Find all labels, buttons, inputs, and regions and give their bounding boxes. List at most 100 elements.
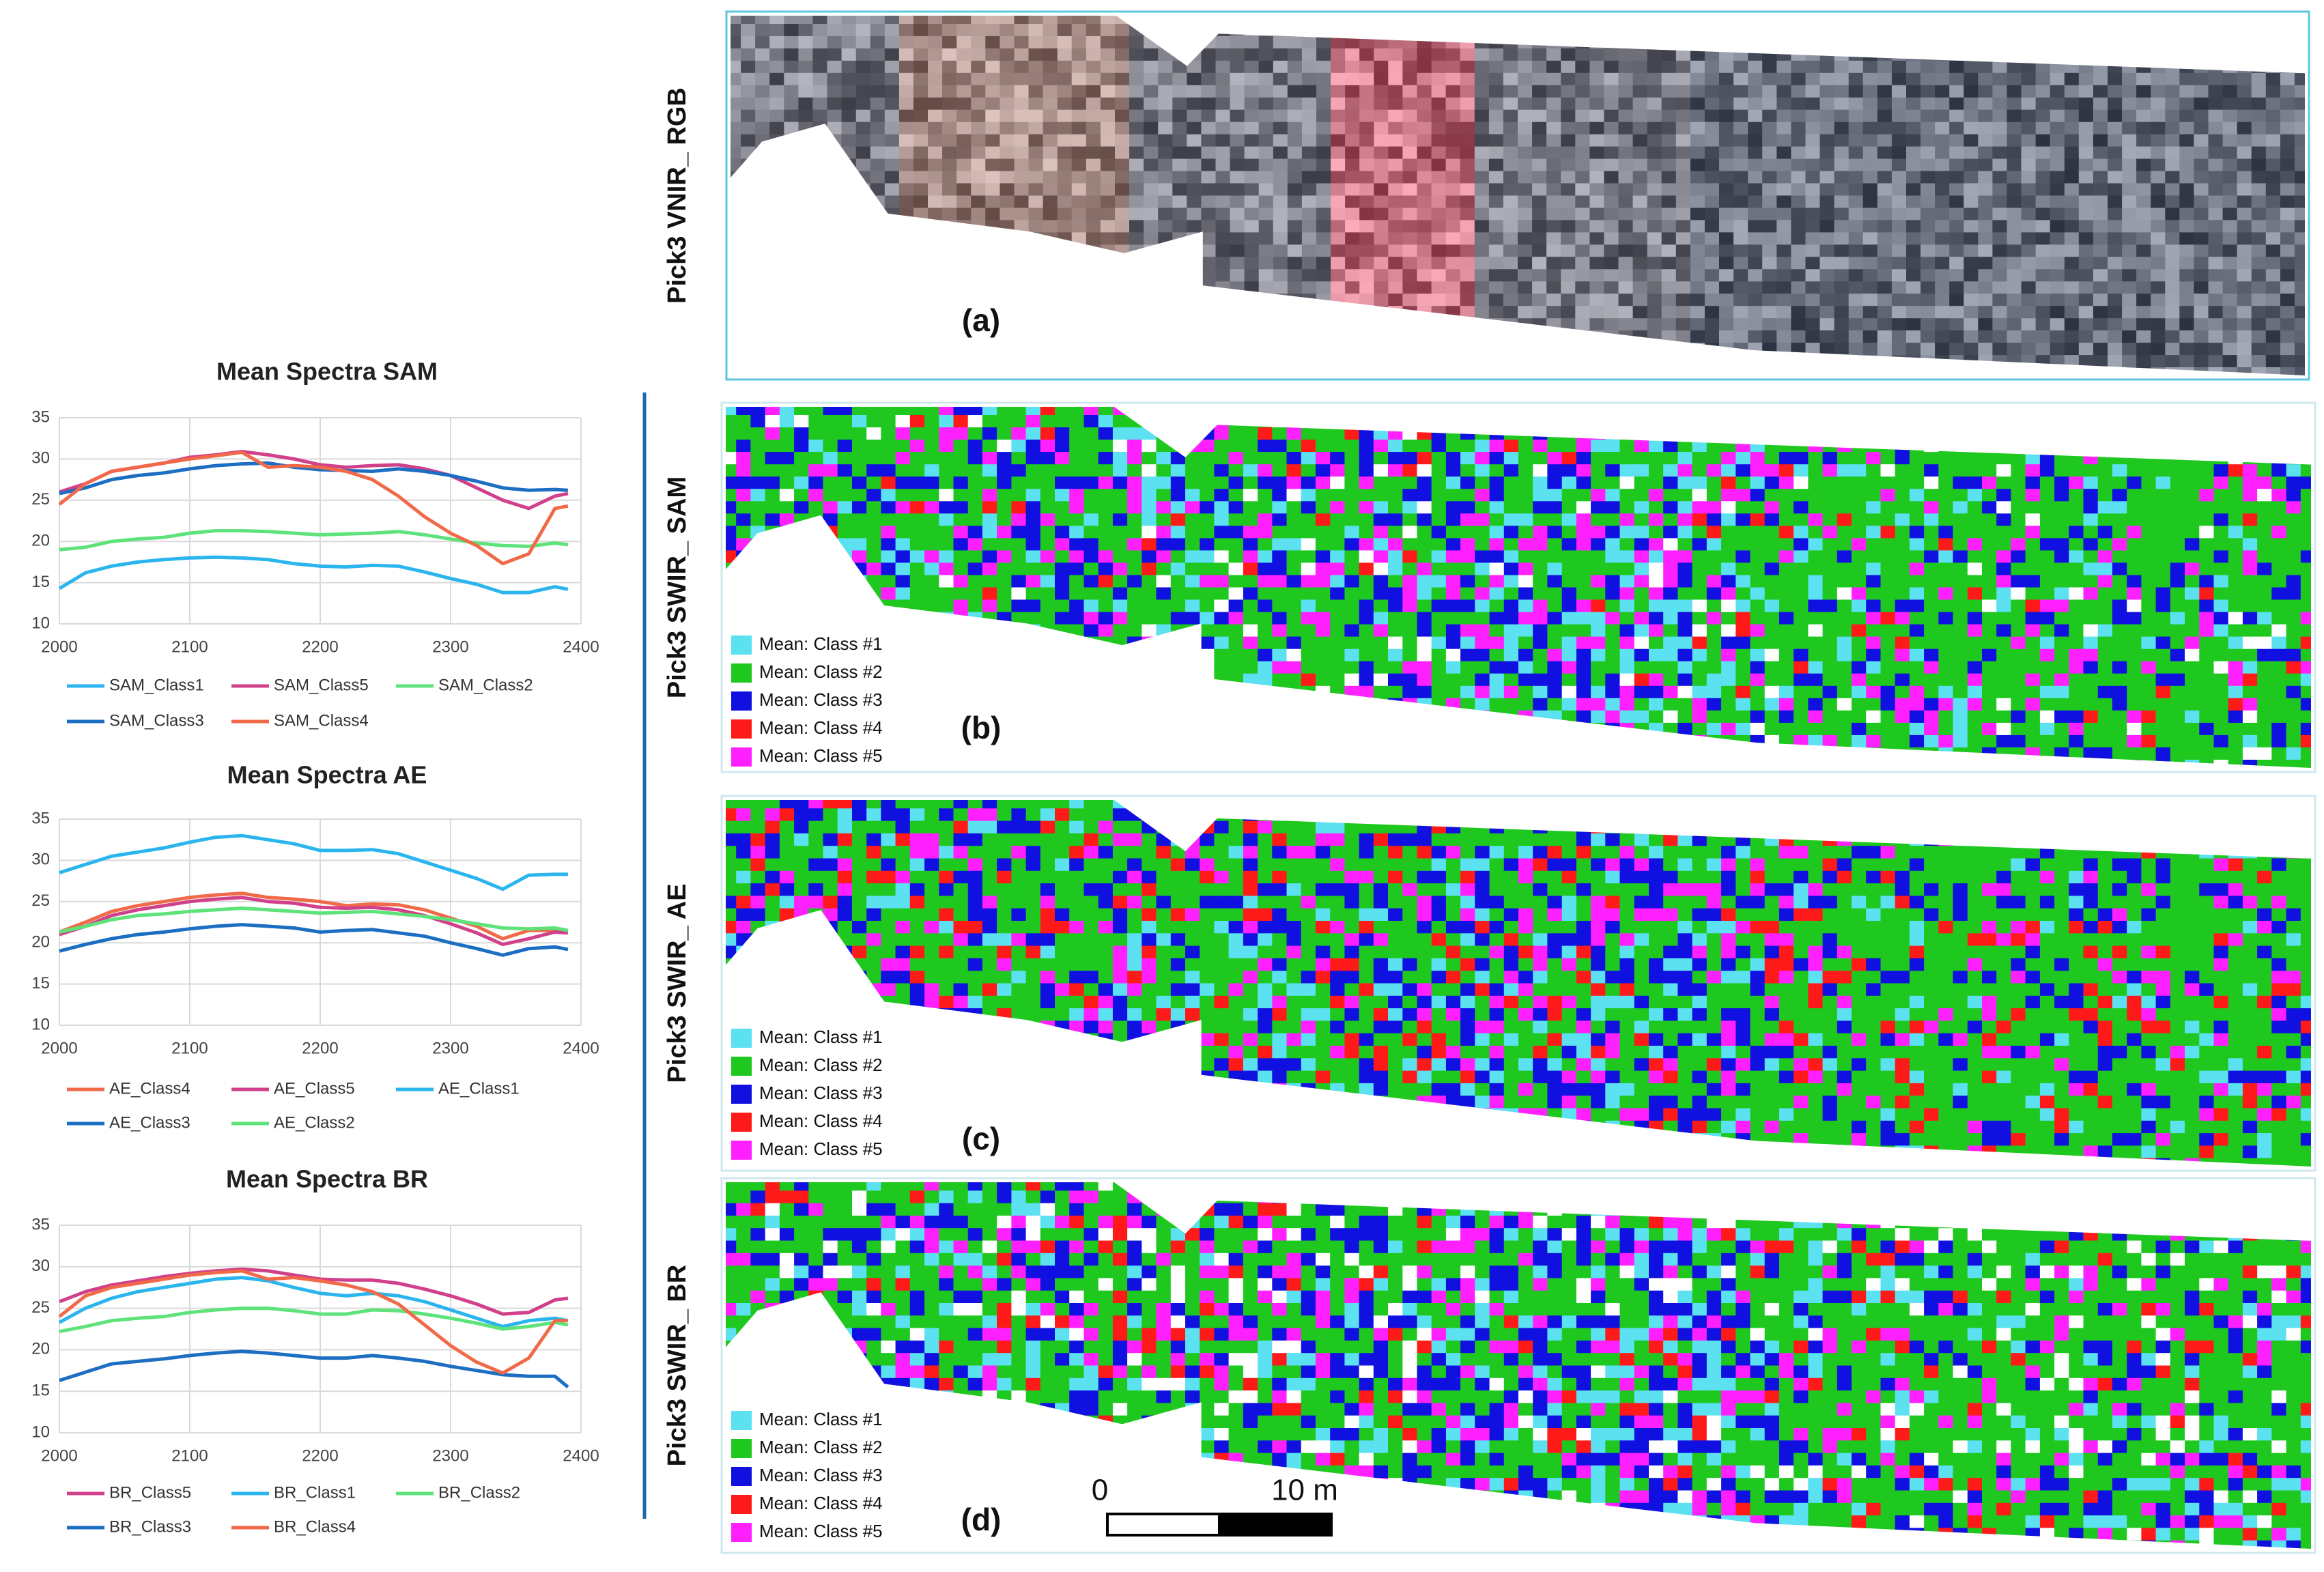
map-pixel [1791, 318, 1806, 331]
map-pixel [2007, 158, 2022, 172]
map-pixel [1561, 306, 1576, 319]
map-pixel [1345, 24, 1360, 37]
map-pixel [1187, 330, 1202, 343]
map-pixel [1214, 501, 1230, 514]
map-pixel [956, 109, 972, 123]
map-pixel [942, 343, 957, 356]
map-pixel [1634, 550, 1649, 563]
map-pixel [2083, 427, 2099, 440]
map-pixel [1906, 281, 1921, 294]
map-pixel [1589, 294, 1605, 306]
map-pixel [827, 134, 842, 147]
map-pixel [1503, 269, 1518, 282]
map-pixel [2097, 526, 2113, 539]
map-pixel [1359, 183, 1374, 197]
map-pixel [1649, 476, 1664, 489]
map-pixel [2155, 489, 2171, 502]
map-pixel [1374, 60, 1389, 74]
map-pixel [1748, 72, 1763, 86]
map-pixel [1576, 452, 1591, 465]
map-pixel [956, 48, 972, 61]
map-pixel [1431, 415, 1447, 428]
map-pixel [1719, 208, 1734, 221]
map-pixel [1127, 575, 1142, 588]
map-pixel [2222, 294, 2238, 306]
map-pixel [1069, 562, 1084, 575]
map-pixel [1228, 440, 1244, 453]
map-pixel [2280, 134, 2295, 147]
map-pixel [1071, 146, 1087, 160]
y-tick-label: 15 [31, 1382, 50, 1400]
map-pixel [1011, 562, 1027, 575]
map-pixel [1518, 343, 1533, 356]
map-pixel [928, 355, 943, 368]
map-pixel [2039, 526, 2055, 539]
map-pixel [1735, 452, 1751, 465]
map-pixel [1043, 122, 1058, 135]
map-pixel [1634, 501, 1649, 514]
map-pixel [827, 122, 842, 135]
map-pixel [942, 85, 957, 98]
map-pixel [855, 134, 871, 147]
map-pixel [1388, 330, 1403, 343]
map-pixel [1359, 476, 1374, 489]
map-pixel [956, 158, 972, 172]
map-pixel [1445, 269, 1461, 282]
map-pixel [736, 452, 751, 465]
map-pixel [1721, 513, 1736, 526]
map-pixel [1244, 48, 1260, 61]
map-pixel [1706, 427, 1722, 440]
map-pixel [2165, 134, 2180, 147]
map-pixel [1935, 232, 1950, 245]
map-pixel [1170, 452, 1186, 465]
x-tick-label: 2000 [41, 1446, 77, 1465]
map-pixel [1748, 158, 1763, 172]
map-pixel [1675, 48, 1691, 61]
map-pixel [1735, 489, 1751, 502]
map-pixel [1301, 60, 1317, 74]
map-pixel [2151, 60, 2166, 74]
map-pixel [1489, 464, 1505, 477]
map-pixel [1503, 72, 1518, 86]
map-pixel [2054, 415, 2069, 428]
map-pixel [2165, 97, 2180, 111]
map-pixel [1071, 269, 1087, 282]
map-pixel [741, 355, 756, 368]
map-pixel [1822, 538, 1838, 551]
map-pixel [1880, 501, 1896, 514]
map-pixel [1733, 158, 1748, 172]
map-pixel [1618, 330, 1634, 343]
map-pixel [1244, 134, 1260, 147]
map-pixel [798, 244, 814, 257]
map-pixel [2280, 24, 2295, 37]
map-pixel [2127, 427, 2142, 440]
map-pixel [1921, 244, 1936, 257]
map-pixel [1201, 294, 1217, 306]
map-pixel [2242, 452, 2258, 465]
map-pixel [2122, 48, 2137, 61]
map-pixel [1661, 281, 1677, 294]
map-pixel [1503, 501, 1519, 514]
map-pixel [2050, 306, 2065, 319]
map-pixel [2064, 220, 2080, 233]
map-pixel [1402, 269, 1418, 282]
map-pixel [827, 220, 842, 233]
map-pixel [2271, 550, 2287, 563]
map-pixel [852, 575, 867, 588]
map-pixel [1388, 355, 1403, 368]
map-pixel [913, 134, 929, 147]
map-pixel [2136, 134, 2151, 147]
map-pixel [1503, 476, 1519, 489]
map-pixel [769, 171, 784, 184]
map-pixel [1127, 526, 1142, 539]
map-pixel [1086, 318, 1101, 331]
map-pixel [1474, 281, 1490, 294]
map-pixel [755, 146, 770, 160]
map-pixel [2194, 16, 2209, 25]
map-pixel [1028, 97, 1044, 111]
map-pixel [2251, 60, 2267, 74]
map-pixel [1301, 109, 1317, 123]
map-pixel [1156, 464, 1172, 477]
map-pixel [1949, 122, 1964, 135]
map-pixel [2011, 550, 2026, 563]
